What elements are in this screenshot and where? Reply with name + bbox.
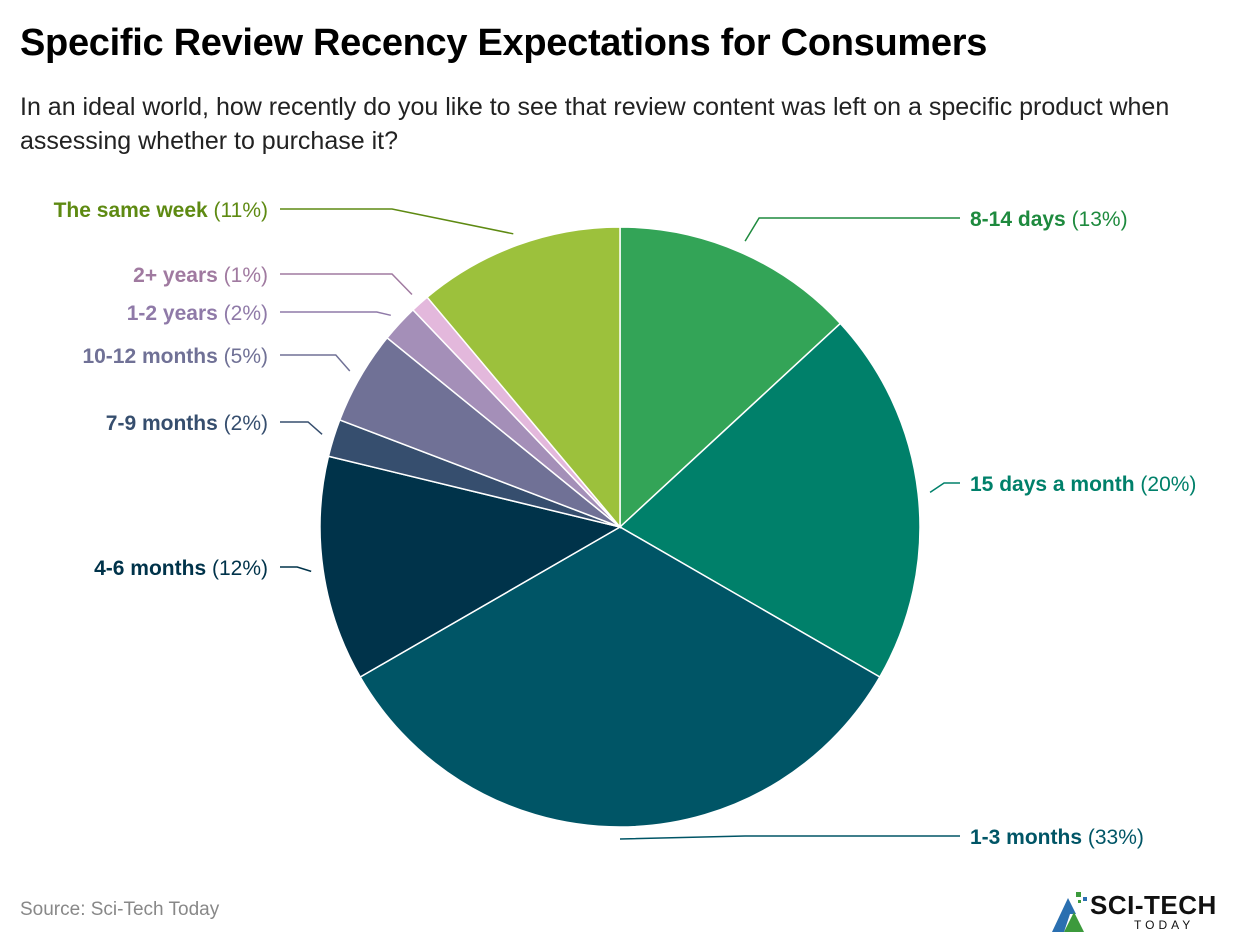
leader-line-4-6-months <box>280 566 312 573</box>
logo-mark-icon <box>1052 892 1087 932</box>
logo-wordmark: SCI-TECH <box>1090 890 1217 920</box>
pie-slice-the-same-week <box>426 226 621 530</box>
leader-line-1-3-months <box>619 835 960 840</box>
slice-label-4-6-months: 4-6 months (12%) <box>94 557 268 580</box>
slice-label-percent: (1%) <box>218 264 268 287</box>
slice-label-name: 10-12 months <box>82 345 217 368</box>
slice-label-1-2-years: 1-2 years (2%) <box>127 302 268 325</box>
slice-label-the-same-week: The same week (11%) <box>54 199 268 222</box>
pie-slice-8-14-days <box>619 226 842 529</box>
slice-label-percent: (20%) <box>1135 473 1197 496</box>
slice-label-percent: (2%) <box>218 412 268 435</box>
logo-subtext: TODAY <box>1134 918 1195 932</box>
slice-label-1-3-months: 1-3 months (33%) <box>970 826 1144 849</box>
slice-label-name: 7-9 months <box>106 412 218 435</box>
pie-slice-4-6-months <box>319 455 622 679</box>
leader-line-7-9-months <box>280 421 323 435</box>
slice-label-name: 1-2 years <box>127 302 218 325</box>
slice-label-8-14-days: 8-14 days (13%) <box>970 208 1128 231</box>
leader-line-2-years <box>280 273 413 296</box>
slice-label-15-days-a-month: 15 days a month (20%) <box>970 473 1196 496</box>
leader-line-the-same-week <box>280 208 514 235</box>
slice-label-name: 2+ years <box>133 264 218 287</box>
leader-line-1-2-years <box>280 311 391 317</box>
slice-label-name: The same week <box>54 199 208 222</box>
slice-label-percent: (11%) <box>208 199 268 222</box>
chart-title: Specific Review Recency Expectations for… <box>20 22 988 64</box>
slice-label-name: 1-3 months <box>970 826 1082 849</box>
sci-tech-today-logo: SCI-TECH TODAY <box>1050 888 1230 938</box>
slice-label-7-9-months: 7-9 months (2%) <box>106 412 268 435</box>
slice-label-2-years: 2+ years (1%) <box>133 264 268 287</box>
leader-line-15-days-a-month <box>929 482 960 494</box>
source-note: Source: Sci-Tech Today <box>20 899 220 920</box>
slice-label-name: 4-6 months <box>94 557 206 580</box>
slice-label-name: 15 days a month <box>970 473 1135 496</box>
leader-line-10-12-months <box>280 354 351 372</box>
pie-slice-15-days-a-month <box>618 322 921 679</box>
slice-label-percent: (5%) <box>218 345 268 368</box>
chart-subtitle: In an ideal world, how recently do you l… <box>20 93 1170 155</box>
leader-line-8-14-days <box>744 217 960 242</box>
slice-label-name: 8-14 days <box>970 208 1066 231</box>
slice-label-percent: (12%) <box>206 557 268 580</box>
slice-label-percent: (33%) <box>1082 826 1144 849</box>
slice-label-percent: (13%) <box>1066 208 1128 231</box>
slice-label-10-12-months: 10-12 months (5%) <box>82 345 268 368</box>
slice-label-percent: (2%) <box>218 302 268 325</box>
